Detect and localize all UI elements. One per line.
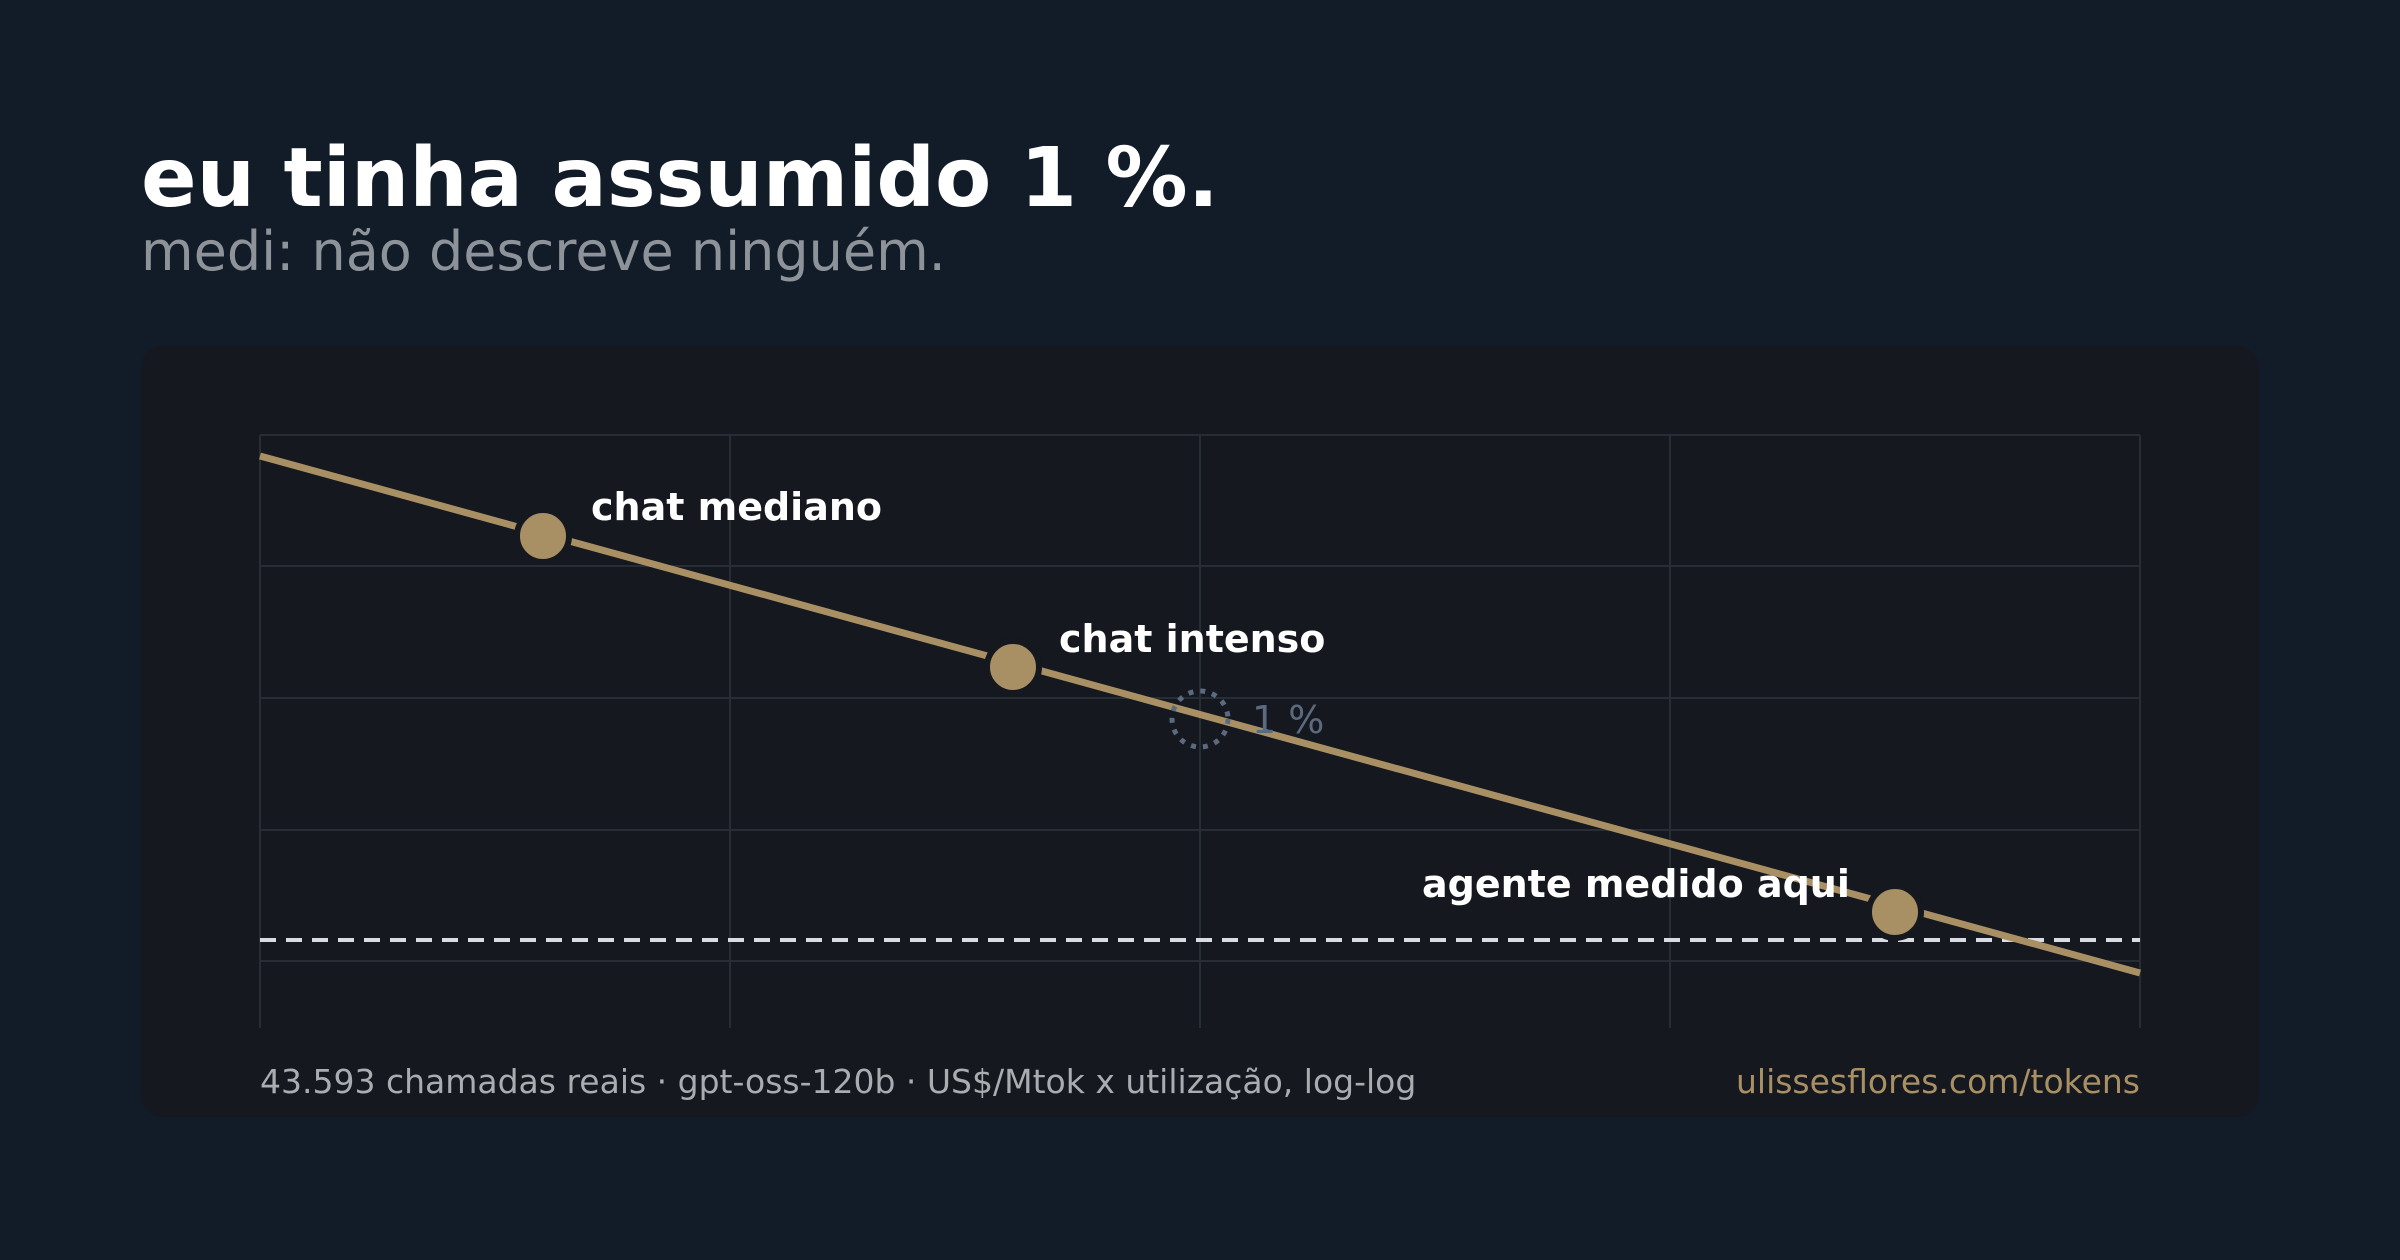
reference-marker [1169,688,1231,750]
point-label: agente medido aqui [1422,862,1850,906]
grid [259,434,2141,1028]
footer-link[interactable]: ulissesflores.com/tokens [1736,1062,2140,1101]
point-label: chat intenso [1059,617,1325,661]
point [514,507,572,565]
trend-line [259,452,2141,977]
point [984,638,1042,696]
point-label: chat mediano [591,485,882,529]
reference-label: 1 % [1252,698,1324,742]
title: eu tinha assumido 1 %. [141,131,1219,226]
point [1866,883,1924,941]
footer-source: 43.593 chamadas reais · gpt-oss-120b · U… [260,1062,1416,1101]
subtitle: medi: não descreve ninguém. [141,220,946,283]
